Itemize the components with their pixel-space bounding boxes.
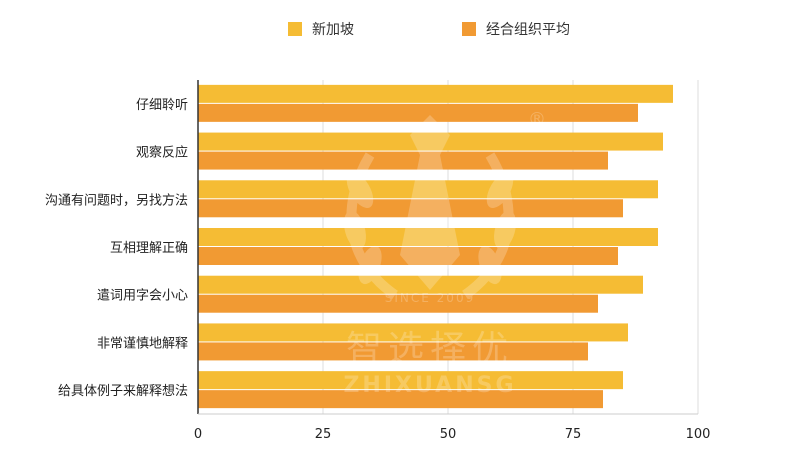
- legend: 新加坡 经合组织平均: [0, 14, 800, 44]
- legend-label-oecd: 经合组织平均: [486, 22, 570, 38]
- bar-oecd-4: [198, 294, 598, 313]
- legend-item-oecd: 经合组织平均: [462, 18, 570, 40]
- category-label-3: 互相理解正确: [110, 241, 188, 256]
- bar-singapore-4: [198, 275, 643, 294]
- category-label-2: 沟通有问题时，另找方法: [45, 192, 188, 208]
- x-tick-label-25: 25: [315, 427, 332, 442]
- category-label-4: 遣词用字会小心: [97, 289, 188, 304]
- bar-oecd-1: [198, 151, 608, 170]
- category-label-5: 非常谨慎地解释: [97, 336, 188, 351]
- x-tick-label-75: 75: [565, 427, 582, 442]
- x-tick-label-100: 100: [686, 427, 711, 442]
- x-tick-label-0: 0: [194, 427, 202, 442]
- x-tick-label-50: 50: [440, 427, 457, 442]
- bar-oecd-0: [198, 103, 638, 122]
- category-label-1: 观察反应: [136, 145, 188, 161]
- bar-singapore-6: [198, 371, 623, 390]
- bar-oecd-3: [198, 247, 618, 265]
- category-label-6: 给具体例子来解释想法: [58, 383, 188, 399]
- legend-swatch-singapore: [288, 22, 302, 36]
- bar-singapore-3: [198, 228, 658, 246]
- legend-label-singapore: 新加坡: [312, 22, 354, 38]
- bar-singapore-5: [198, 323, 628, 342]
- bar-oecd-5: [198, 342, 588, 361]
- bar-oecd-2: [198, 199, 623, 218]
- legend-swatch-oecd: [462, 22, 476, 36]
- bar-singapore-1: [198, 132, 663, 151]
- bar-oecd-6: [198, 390, 603, 409]
- category-label-0: 仔细聆听: [136, 98, 188, 113]
- legend-item-singapore: 新加坡: [288, 18, 354, 40]
- bar-singapore-2: [198, 180, 658, 199]
- bar-singapore-0: [198, 84, 673, 103]
